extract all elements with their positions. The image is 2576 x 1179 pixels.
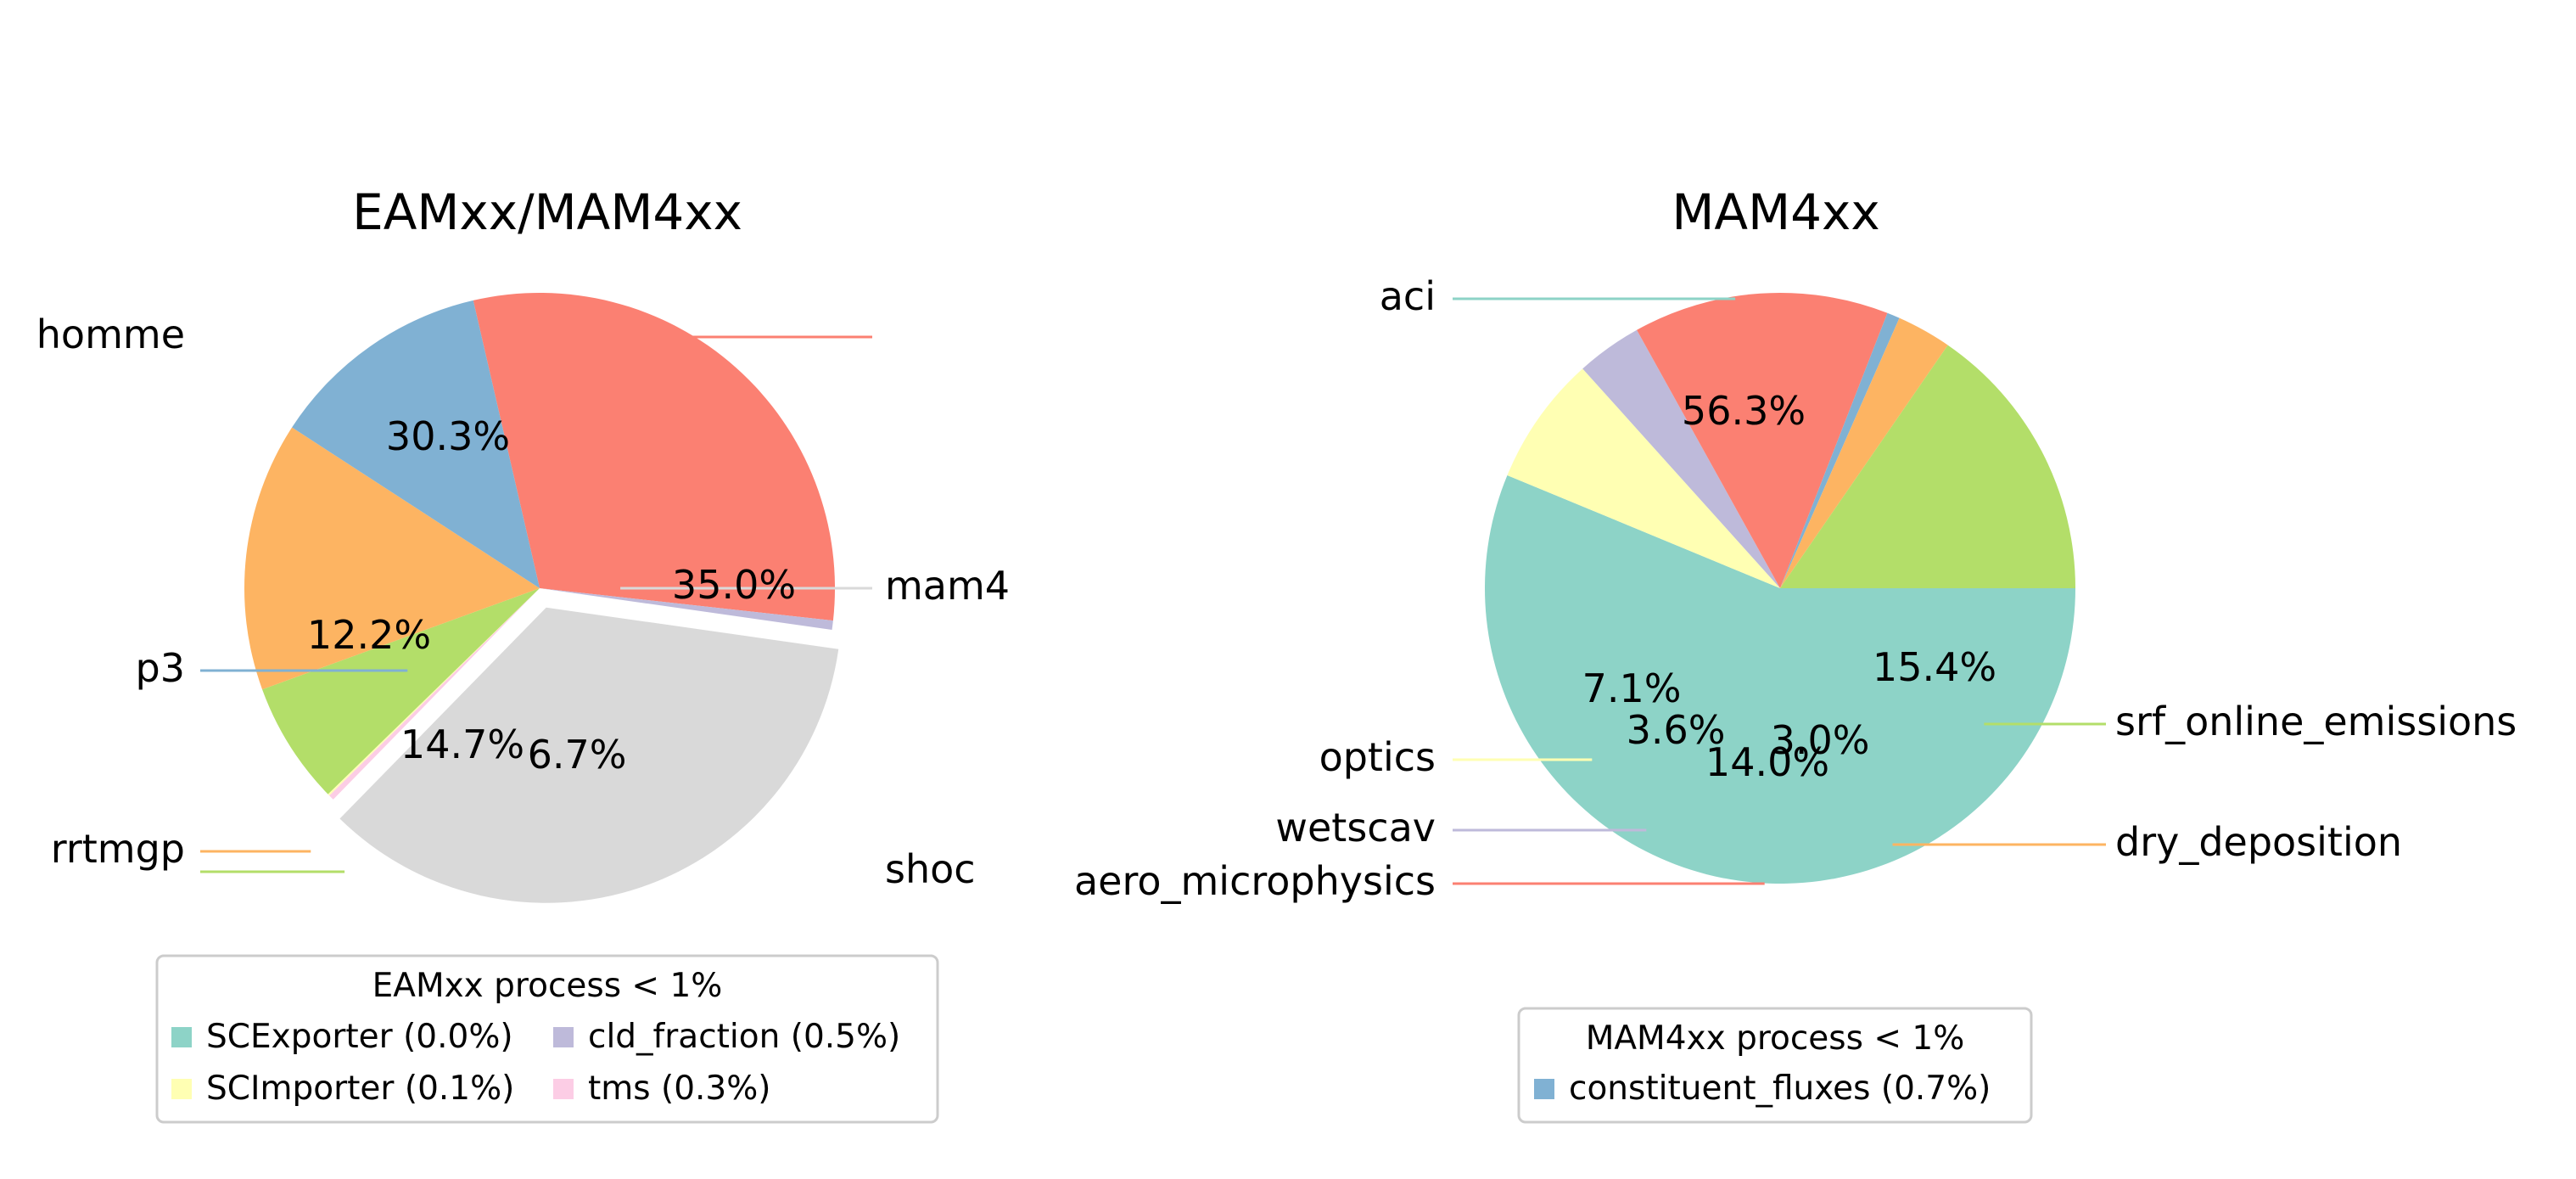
- legend-entry-constituent-fluxes: constituent_fluxes (0.7%): [1569, 1070, 1991, 1108]
- slice-label-shoc: shoc: [885, 846, 976, 892]
- legend-swatch-scexporter: [171, 1027, 192, 1047]
- slice-label-wetscav: wetscav: [1275, 805, 1436, 851]
- pct-label-dry-deposition: 3.0%: [1771, 717, 1870, 763]
- pie-slice-rrtmgp: [244, 427, 540, 690]
- leader-lines-mam4xx: [1453, 297, 2106, 885]
- legend-frame-eamxx: [155, 954, 939, 1124]
- pie-slice-homme: [473, 293, 836, 621]
- legend-title-mam4xx: MAM4xx process < 1%: [1586, 1019, 1965, 1058]
- pct-label-shoc: 6.7%: [528, 732, 627, 778]
- pie-slice-aero-microphysics: [1637, 293, 1888, 588]
- pie-slices-mam4xx: [1484, 293, 2075, 884]
- pct-label-aero-microphysics: 14.0%: [1705, 739, 1829, 785]
- pie-slice-mam4: [339, 607, 839, 903]
- leader-lines-eamxx: [200, 335, 872, 873]
- legend-frame-mam4xx: [1517, 1007, 2033, 1124]
- pie-slice-shoc: [262, 588, 540, 794]
- slice-label-aci: aci: [1380, 273, 1436, 319]
- slice-label-aero-microphysics: aero_microphysics: [1074, 858, 1436, 904]
- pie-slice-dry-deposition: [1780, 317, 1948, 588]
- pct-label-p3: 12.2%: [307, 612, 431, 658]
- pie-slice-wetscav: [1582, 329, 1780, 588]
- pie-slice-tms: [329, 588, 540, 800]
- slice-label-mam4: mam4: [885, 563, 1010, 609]
- chart-mam4xx: MAM4xx 56.3% 7.1% 3.6% 14.0% 3.0% 15.4% …: [1074, 183, 2517, 1124]
- legend-title-eamxx: EAMxx process < 1%: [372, 967, 723, 1005]
- legend-entry-scimporter: SCImporter (0.1%): [206, 1070, 514, 1108]
- legend-eamxx: EAMxx process < 1% SCExporter (0.0%) SCI…: [155, 954, 939, 1124]
- pie-slice-aci: [1484, 474, 2075, 884]
- slice-label-rrtmgp: rrtmgp: [51, 826, 185, 872]
- pie-slice-optics: [1507, 368, 1780, 588]
- pie-slice-p3: [292, 300, 540, 588]
- pct-label-mam4: 35.0%: [672, 562, 796, 608]
- legend-swatch-tms: [553, 1079, 574, 1099]
- pct-label-wetscav: 3.6%: [1627, 707, 1726, 753]
- pct-label-optics: 7.1%: [1582, 665, 1682, 711]
- pie-slices-eamxx: [244, 293, 839, 903]
- legend-swatch-scimporter: [171, 1079, 192, 1099]
- pie-slice-scimporter: [328, 588, 540, 796]
- legend-swatch-cld-fraction: [553, 1027, 574, 1047]
- pie-slice-srf-online-emissions: [1780, 345, 2075, 588]
- slice-label-p3: p3: [136, 645, 185, 691]
- pie-slice-cld-fraction: [540, 588, 833, 631]
- pie-slice-constituent-fluxes: [1780, 312, 1900, 588]
- chart-eamxx: EAMxx/MAM4xx 30.3% 35.0% 6.7% 14.7% 12.2…: [36, 183, 1010, 1124]
- legend-mam4xx: MAM4xx process < 1% constituent_fluxes (…: [1517, 1007, 2033, 1124]
- chart-title-eamxx: EAMxx/MAM4xx: [352, 183, 742, 241]
- legend-entry-tms: tms (0.3%): [588, 1070, 771, 1108]
- pct-label-homme: 30.3%: [386, 413, 510, 459]
- legend-entry-cld-fraction: cld_fraction (0.5%): [588, 1018, 900, 1056]
- chart-title-mam4xx: MAM4xx: [1672, 183, 1879, 241]
- slice-label-optics: optics: [1319, 734, 1436, 780]
- legend-swatch-constituent-fluxes: [1534, 1079, 1554, 1099]
- pct-label-rrtmgp: 14.7%: [400, 721, 524, 767]
- pct-label-srf-online-emissions: 15.4%: [1873, 644, 1996, 690]
- slice-label-dry-deposition: dry_deposition: [2115, 819, 2402, 865]
- slice-label-srf-online-emissions: srf_online_emissions: [2115, 699, 2517, 744]
- slice-label-homme: homme: [36, 312, 185, 357]
- pct-label-aci: 56.3%: [1682, 388, 1806, 434]
- legend-entry-scexporter: SCExporter (0.0%): [206, 1018, 513, 1056]
